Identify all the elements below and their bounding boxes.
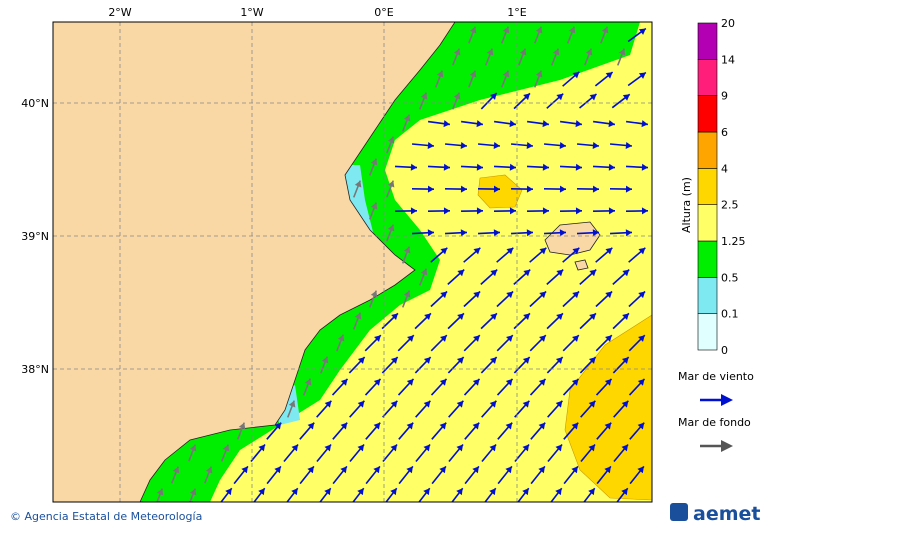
colorbar-label: 2.5: [721, 199, 739, 212]
lon-label: 0°E: [374, 6, 393, 19]
lat-label: 40°N: [21, 97, 49, 110]
colorbar-segment: [698, 241, 717, 277]
colorbar-label: 1.25: [721, 235, 746, 248]
colorbar-title: Altura (m): [680, 177, 693, 233]
colorbar-label: 20: [721, 17, 735, 30]
legend: Mar de viento Mar de fondo: [678, 370, 754, 452]
colorbar-label: 6: [721, 126, 728, 139]
colorbar-label: 0: [721, 344, 728, 357]
colorbar-label: 9: [721, 90, 728, 103]
colorbar-label: 0.5: [721, 271, 739, 284]
colorbar-label: 0.1: [721, 308, 739, 321]
legend-label: Mar de viento: [678, 370, 754, 383]
colorbar-segment: [698, 168, 717, 204]
colorbar-label: 14: [721, 53, 735, 66]
logo: aemet: [670, 503, 760, 525]
legend-arrowhead: [721, 394, 733, 406]
credit: © Agencia Estatal de Meteorología: [10, 510, 202, 523]
lon-label: 2°W: [108, 6, 131, 19]
colorbar-segment: [698, 314, 717, 350]
logo-mark: [670, 503, 688, 521]
colorbar: 0 0.1 0.5 1.25 2.5 4 6 9 14 20: [698, 17, 746, 357]
colorbar-segment: [698, 23, 717, 59]
lon-label: 1°W: [240, 6, 263, 19]
logo-text: aemet: [693, 503, 760, 525]
legend-label: Mar de fondo: [678, 416, 751, 429]
colorbar-segment: [698, 96, 717, 132]
colorbar-segment: [698, 132, 717, 168]
lat-label: 38°N: [21, 363, 49, 376]
lon-label: 1°E: [507, 6, 526, 19]
map: [53, 22, 652, 506]
colorbar-label: 4: [721, 162, 728, 175]
colorbar-segment: [698, 59, 717, 95]
legend-arrowhead: [721, 440, 733, 452]
colorbar-segment: [698, 205, 717, 241]
colorbar-segment: [698, 277, 717, 313]
lat-label: 39°N: [21, 230, 49, 243]
